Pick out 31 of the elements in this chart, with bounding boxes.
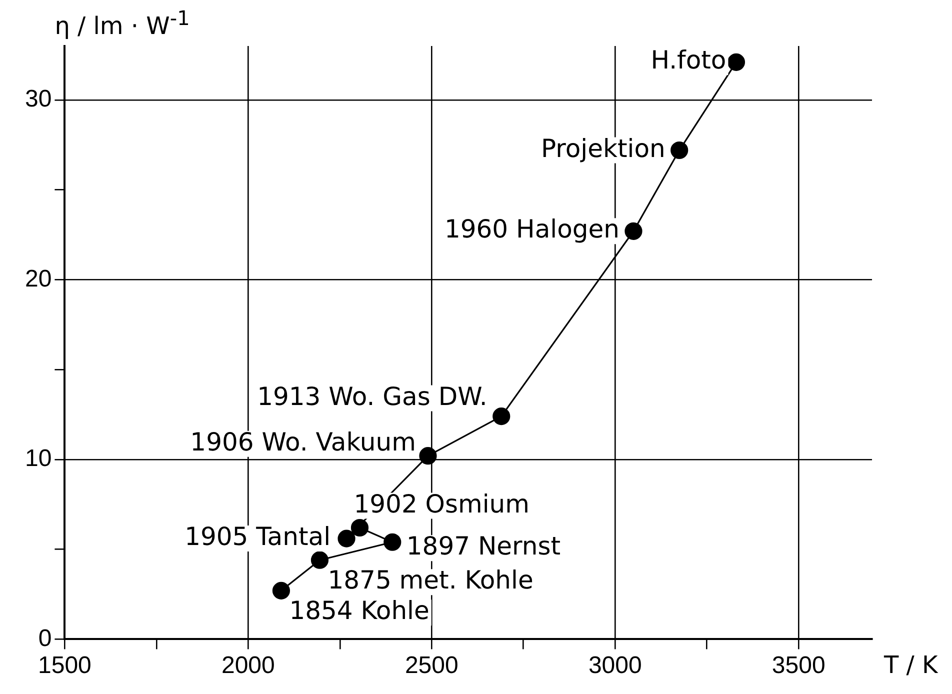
- annotation: H.foto: [650, 46, 726, 75]
- annotation: 1897 Nernst: [406, 532, 561, 561]
- point: [350, 518, 369, 537]
- annotation: Projektion: [540, 134, 666, 163]
- annotation: 1902 Osmium: [354, 489, 530, 518]
- annotation: 1875 met. Kohle: [328, 566, 534, 595]
- annotation: 1913 Wo. Gas DW.: [257, 382, 488, 411]
- annotation: 1854 Kohle: [289, 596, 430, 626]
- annotation: 1906 Wo. Vakuum: [190, 427, 416, 456]
- annotation: 1905 Tantal: [184, 522, 331, 552]
- annotation: 1960 Halogen: [444, 214, 620, 244]
- x-tick-label: 3000: [588, 652, 642, 680]
- x-tick-label: 3500: [772, 652, 826, 680]
- point: [338, 530, 356, 548]
- y-tick-label: 10: [24, 445, 52, 472]
- point: [727, 53, 746, 71]
- x-axis-title: T / K: [884, 651, 938, 680]
- y-axis-title: η / lm · W$^{-1}$: [54, 6, 190, 40]
- x-tick-label: 2500: [404, 652, 458, 680]
- point: [492, 408, 510, 426]
- point: [384, 533, 402, 551]
- point: [272, 582, 290, 600]
- point: [310, 551, 329, 569]
- x-tick-label: 1500: [38, 652, 92, 680]
- y-tick-label: 30: [24, 86, 52, 113]
- y-tick-label: 20: [24, 265, 52, 292]
- x-tick-label: 2000: [221, 652, 275, 680]
- point: [624, 222, 642, 240]
- point: [419, 447, 437, 465]
- y-tick-label: 0: [38, 624, 52, 652]
- point: [670, 141, 688, 160]
